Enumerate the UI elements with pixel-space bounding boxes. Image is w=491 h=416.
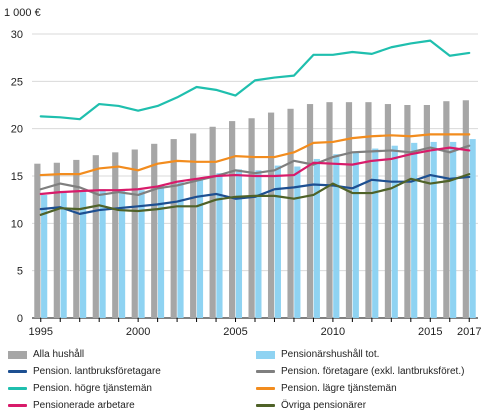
bar-alla-hushall bbox=[131, 149, 138, 318]
bar-alla-hushall bbox=[345, 102, 353, 318]
bar-alla-hushall bbox=[365, 102, 372, 318]
legend-item-lagre-tjanstemann: Pension. lägre tjänstemän bbox=[256, 381, 488, 396]
line-series-5 bbox=[39, 173, 471, 216]
tick-labels: 0 5 10 15 20 25 30 1 000 € 1995 2000 2005 2010 2015 2… bbox=[4, 7, 481, 338]
bar-pensionarshushall-tot bbox=[469, 139, 476, 318]
bar-pensionarshushall-tot bbox=[255, 170, 262, 318]
y-tick-label: 30 bbox=[11, 29, 23, 41]
x-tick-label: 2015 bbox=[418, 326, 442, 338]
y-tick-label: 25 bbox=[11, 76, 23, 88]
bar-pensionarshushall-tot bbox=[216, 173, 223, 318]
bar-pensionarshushall-tot bbox=[294, 166, 301, 318]
bar-pensionarshushall-tot bbox=[430, 141, 437, 318]
y-axis-unit-label: 1 000 € bbox=[4, 7, 41, 19]
y-tick-label: 15 bbox=[11, 171, 23, 183]
y-tick-label: 10 bbox=[11, 218, 23, 230]
legend-item-hogre-tjanstemann: Pension. högre tjänstemän bbox=[8, 381, 256, 396]
bar-pensionarshushall-tot bbox=[372, 148, 379, 318]
legend-item-foretagare: Pension. företagare (exkl. lantbruksföre… bbox=[256, 364, 488, 379]
legend-label-lagre-tjanstemann: Pension. lägre tjänstemän bbox=[281, 383, 397, 394]
line-series-1 bbox=[39, 144, 471, 197]
legend-label-lantbruksforetagare: Pension. lantbruksföretagare bbox=[33, 366, 161, 377]
bar-pensionarshushall-tot bbox=[138, 190, 145, 318]
bar-pensionarshushall-tot bbox=[157, 185, 165, 318]
bar-alla-hushall bbox=[404, 105, 411, 318]
bar-alla-hushall bbox=[151, 143, 158, 318]
bar-alla-hushall bbox=[384, 104, 392, 318]
bar-pensionarshushall-tot bbox=[274, 165, 281, 318]
legend-label-ovriga-pensionarer: Övriga pensionärer bbox=[281, 400, 367, 411]
y-tick-label: 0 bbox=[17, 313, 23, 325]
line-series-group bbox=[39, 39, 471, 216]
bar-pensionarshushall-tot bbox=[411, 142, 418, 318]
bar-alla-hushall bbox=[229, 121, 236, 319]
bar-pensionarshushall-tot bbox=[333, 154, 340, 318]
bar-alla-hushall bbox=[462, 100, 469, 319]
legend-swatch-lantbruksforetagare bbox=[8, 370, 27, 373]
bar-pensionarshushall-tot bbox=[352, 152, 359, 318]
legend-swatch-foretagare bbox=[256, 370, 275, 373]
legend-swatch-hogre-tjanstemann bbox=[8, 387, 27, 390]
bar-pensionarshushall-tot bbox=[99, 189, 106, 318]
y-tick-label: 20 bbox=[11, 124, 23, 136]
bar-alla-hushall bbox=[423, 105, 430, 318]
legend-label-hogre-tjanstemann: Pension. högre tjänstemän bbox=[33, 383, 152, 394]
legend-item-ovriga-pensionarer: Övriga pensionärer bbox=[256, 398, 488, 413]
bar-pensionarshushall-tot bbox=[118, 189, 126, 318]
bar-alla-hushall bbox=[170, 139, 177, 318]
bar-alla-hushall bbox=[34, 163, 41, 318]
bar-alla-hushall bbox=[190, 133, 197, 318]
bar-pensionarshushall-tot bbox=[196, 177, 204, 318]
axes bbox=[32, 317, 478, 322]
bar-alla-hushall bbox=[248, 118, 255, 319]
legend-item-lantbruksforetagare: Pension. lantbruksföretagare bbox=[8, 364, 256, 379]
bar-series-group bbox=[34, 100, 476, 319]
line-series-4 bbox=[39, 146, 471, 196]
legend-item-alla-hushall: Alla hushåll bbox=[8, 347, 256, 362]
x-tick-label: 2000 bbox=[126, 326, 150, 338]
bar-pensionarshushall-tot bbox=[177, 180, 184, 318]
bar-pensionarshushall-tot bbox=[391, 145, 398, 318]
bar-pensionarshushall-tot bbox=[235, 169, 243, 318]
bar-pensionarshushall-tot bbox=[313, 158, 320, 318]
bar-alla-hushall bbox=[53, 162, 60, 318]
bar-alla-hushall bbox=[73, 159, 80, 318]
legend: Alla hushåll Pensionärshushåll tot. Pens… bbox=[8, 347, 488, 413]
legend-item-pensionerade-arbetare: Pensionerade arbetare bbox=[8, 398, 256, 413]
bar-alla-hushall bbox=[92, 155, 99, 318]
y-tick-label: 5 bbox=[17, 266, 23, 278]
bar-alla-hushall bbox=[306, 104, 314, 318]
legend-label-pensionerade-arbetare: Pensionerade arbetare bbox=[33, 400, 135, 411]
x-tick-label: 2010 bbox=[321, 326, 345, 338]
bar-pensionarshushall-tot bbox=[450, 141, 457, 318]
line-series-3 bbox=[39, 133, 471, 177]
legend-swatch-pensionerade-arbetare bbox=[8, 404, 27, 407]
legend-label-alla-hushall: Alla hushåll bbox=[33, 349, 85, 360]
legend-swatch-ovriga-pensionarer bbox=[256, 404, 275, 407]
x-tick-label: 1995 bbox=[29, 326, 53, 338]
bar-alla-hushall bbox=[112, 152, 119, 318]
bar-pensionarshushall-tot bbox=[80, 192, 87, 318]
x-tick-label: 2017 bbox=[457, 326, 481, 338]
bar-alla-hushall bbox=[287, 108, 294, 318]
legend-label-pensionarshushall-tot: Pensionärshushåll tot. bbox=[281, 349, 380, 360]
bar-alla-hushall bbox=[326, 102, 333, 318]
bar-alla-hushall bbox=[267, 112, 275, 318]
legend-swatch-lagre-tjanstemann bbox=[256, 387, 275, 390]
bar-pensionarshushall-tot bbox=[41, 194, 48, 318]
bar-alla-hushall bbox=[443, 101, 450, 318]
legend-swatch-alla-hushall bbox=[8, 350, 27, 359]
line-series-2 bbox=[39, 39, 471, 121]
legend-swatch-pensionarshushall-tot bbox=[256, 350, 275, 359]
x-tick-label: 2005 bbox=[223, 326, 247, 338]
bar-alla-hushall bbox=[209, 126, 216, 318]
bar-pensionarshushall-tot bbox=[60, 193, 67, 318]
legend-label-foretagare: Pension. företagare (exkl. lantbruksföre… bbox=[281, 366, 465, 377]
legend-item-pensionarshushall-tot: Pensionärshushåll tot. bbox=[256, 347, 488, 362]
